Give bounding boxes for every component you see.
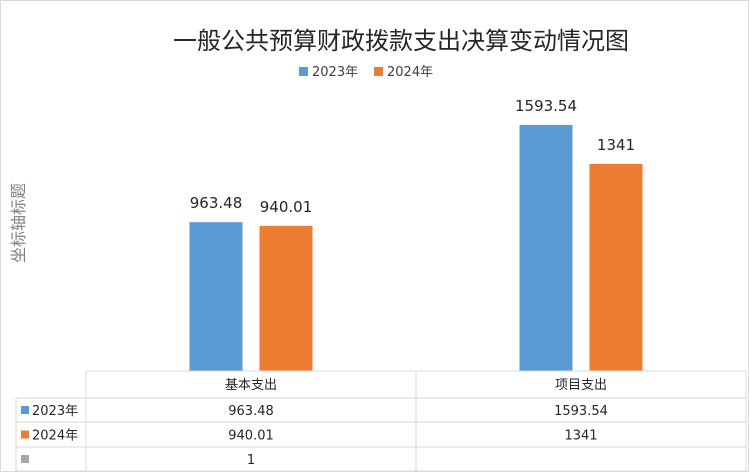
table-cell-3-1: 1 [247,453,255,468]
legend-label-2: 2024年 [387,65,433,80]
chart-title: 一般公共预算财政拨款支出决算变动情况图 [173,27,629,55]
table-cell-2-1: 940.01 [228,429,274,444]
legend-label-1: 2023年 [312,65,358,80]
table-legend-swatch-1 [21,406,29,414]
table-category-2: 项目支出 [555,378,607,393]
table-category-1: 基本支出 [225,378,277,393]
table-series-name-1: 2023年 [32,404,78,419]
table-legend-swatch-3 [21,455,29,463]
table-series-name-2: 2024年 [32,429,78,444]
legend: 2023年 2024年 [299,65,433,80]
bar-label-1-2: 1593.54 [515,97,577,115]
bar-label-1-1: 963.48 [190,194,243,212]
table-legend-swatch-2 [21,430,29,439]
bar-label-2-1: 940.01 [260,198,313,216]
y-axis-title: 坐标轴标题 [9,183,28,263]
bar-1-2 [519,124,573,371]
bar-2-1 [259,225,313,371]
bar-group [189,124,643,371]
bar-label-2-2: 1341 [597,136,635,154]
legend-swatch-2 [374,67,383,76]
bar-2-2 [589,163,643,371]
table-cell-2-2: 1341 [564,429,597,444]
legend-swatch-1 [299,67,308,76]
bar-1-1 [189,222,243,371]
table-cell-1-2: 1593.54 [554,404,608,419]
data-table: 基本支出 项目支出 2023年 963.48 1593.54 2024年 940.01 134… [15,370,747,472]
bar-label-group: 963.48 940.01 1593.54 1341 [190,97,635,216]
table-cell-1-1: 963.48 [228,404,274,419]
